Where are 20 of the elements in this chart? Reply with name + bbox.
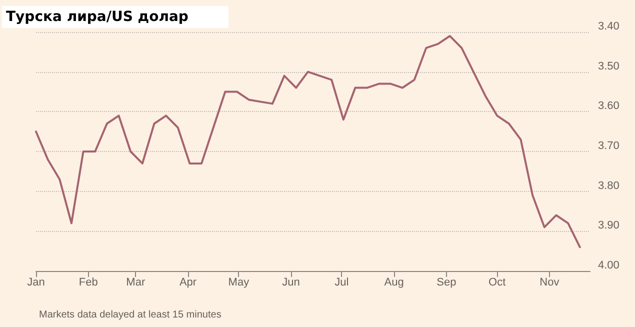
- x-tick-label: Jun: [282, 276, 300, 288]
- x-tick-label: Aug: [384, 276, 404, 288]
- y-tick-label: 3.40: [598, 20, 620, 32]
- x-tick-label: May: [228, 276, 250, 288]
- y-tick-label: 3.90: [598, 220, 620, 232]
- chart-title: Турска лира/US долар: [6, 9, 188, 25]
- y-tick-label: 3.70: [598, 140, 620, 152]
- text: Markets data delayed at least 15 minutes: [39, 310, 222, 320]
- y-tick-label: 3.60: [598, 100, 620, 112]
- x-tick-label: Apr: [179, 276, 197, 288]
- y-tick-label: 3.50: [598, 60, 620, 72]
- x-tick-label: Jul: [334, 276, 349, 288]
- x-tick-label: Jan: [27, 276, 45, 288]
- x-tick-label: Feb: [78, 276, 98, 288]
- x-tick-label: Mar: [126, 276, 146, 288]
- x-tick-label: Sep: [436, 276, 456, 288]
- x-tick-label: Nov: [540, 276, 560, 288]
- y-tick-label: 4.00: [598, 260, 620, 272]
- y-tick-label: 3.80: [598, 180, 620, 192]
- x-tick-label: Oct: [488, 276, 506, 288]
